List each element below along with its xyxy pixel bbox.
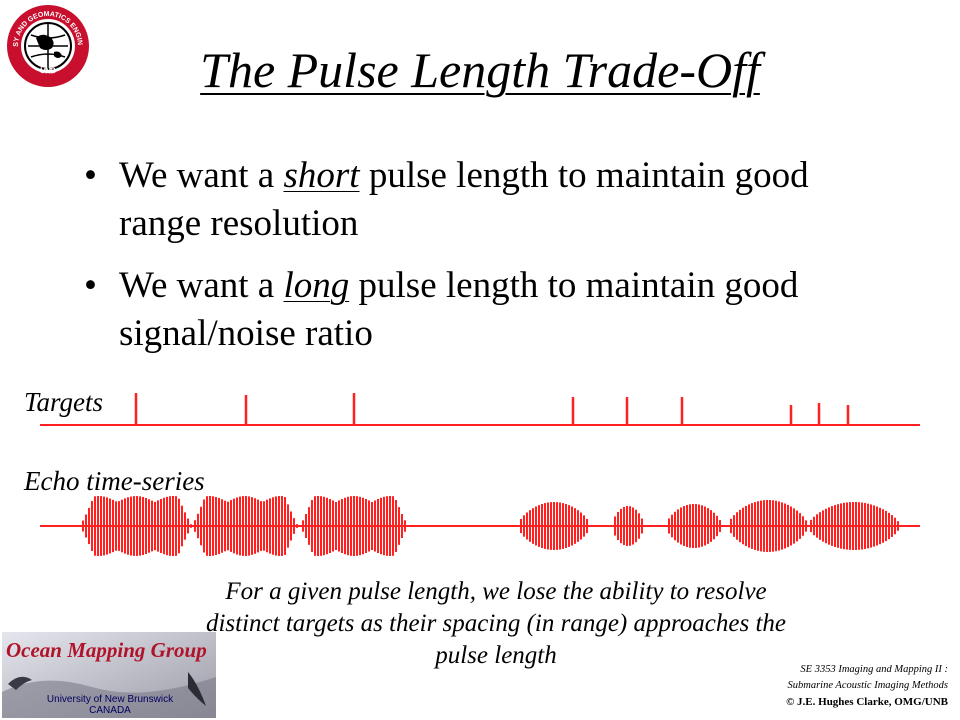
country-name: CANADA (89, 705, 131, 716)
bullet-dot: • (84, 265, 97, 306)
emphasis-short: short (283, 155, 360, 196)
svg-text:UNB: UNB (39, 66, 57, 76)
course-line-2: Submarine Acoustic Imaging Methods (787, 680, 949, 691)
bullet-dot: • (84, 155, 97, 196)
echo-trace (40, 496, 920, 556)
pulse-figure (40, 393, 920, 556)
logo-ring-text-bottom: UNB (39, 66, 57, 76)
unb-logo-graphic: GEODESY AND GEOMATICS ENGINEERING UNB (3, 0, 89, 87)
course-info: SE 3353 Imaging and Mapping II : Submari… (786, 662, 948, 710)
copyright: © J.E. Hughes Clarke, OMG/UNB (786, 696, 948, 708)
university-name: University of New Brunswick (46, 694, 174, 705)
bullet-long: • We want a long pulse length to maintain… (84, 262, 864, 358)
targets-trace (40, 393, 920, 426)
omg-logo (2, 632, 216, 718)
caption: For a given pulse length, we lose the ab… (205, 578, 787, 669)
ship-icon (8, 676, 32, 690)
bullet-short: • We want a short pulse length to maintai… (84, 152, 864, 248)
fish-icon (188, 672, 206, 706)
echo-label: Echo time-series (24, 466, 205, 496)
bullet-list: • We want a short pulse length to maintai… (84, 152, 864, 372)
slide-title: The Pulse Length Trade-Off (200, 42, 760, 98)
omg-title: Ocean Mapping Group (6, 638, 207, 662)
unb-logo: GEODESY AND GEOMATICS ENGINEERING UNB (3, 0, 90, 88)
emphasis-long: long (283, 265, 350, 306)
omg-university: University of New Brunswick CANADA (40, 694, 180, 716)
course-line-1: SE 3353 Imaging and Mapping II : (800, 664, 948, 675)
targets-label: Targets (24, 387, 104, 417)
